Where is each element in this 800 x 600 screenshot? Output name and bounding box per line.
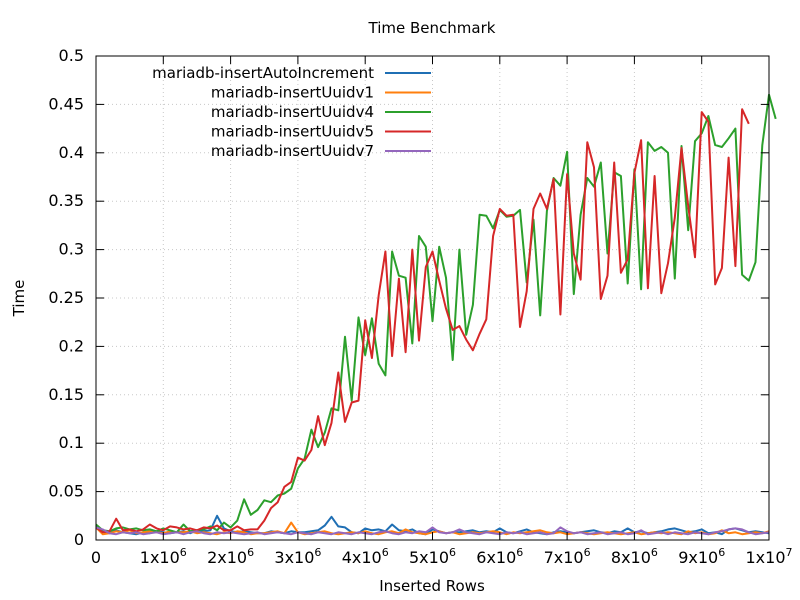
x-tick-mantissa: 6x10 [476,548,516,567]
x-tick-label: 6x106 [476,546,523,567]
grid [96,56,769,540]
x-tick-label: 1x106 [140,546,187,567]
legend-label: mariadb-insertUuidv1 [211,84,374,102]
x-tick-mantissa: 1x10 [140,548,180,567]
y-tick-label: 0.45 [48,94,84,113]
y-axis-label: Time [10,280,28,318]
x-tick-exponent: 6 [516,546,523,559]
series-lines [95,93,777,536]
x-tick-label: 3x106 [274,546,321,567]
x-tick-exponent: 6 [718,546,725,559]
x-tick-mantissa: 7x10 [544,548,584,567]
x-tick-label: 7x106 [544,546,591,567]
x-tick-exponent: 6 [382,546,389,559]
series-line-5 [95,526,770,536]
legend-label: mariadb-insertUuidv5 [211,123,374,141]
x-tick-exponent: 6 [314,546,321,559]
x-tick-exponent: 6 [180,546,187,559]
x-tick-exponent: 7 [786,546,793,559]
x-tick-label: 1x107 [745,546,792,567]
y-tick-label: 0.05 [48,482,84,501]
series-line-4 [95,108,750,534]
y-tick-label: 0.3 [59,240,84,259]
x-tick-mantissa: 5x10 [409,548,449,567]
y-tick-labels: 0 0.05 0.1 0.15 0.2 0.25 0.3 0.35 0.4 0.45 0.5 [48,46,84,549]
y-tick-label: 0.4 [59,143,84,162]
x-tick-label: 2x106 [207,546,254,567]
x-tick-mantissa: 3x10 [274,548,314,567]
x-tick-mantissa: 0 [91,548,101,567]
x-tick-exponent: 6 [449,546,456,559]
y-tick-label: 0.2 [59,336,84,355]
legend-label: mariadb-insertUuidv7 [211,142,374,160]
y-tick-label: 0.25 [48,288,84,307]
x-tick-label: 9x106 [678,546,725,567]
x-tick-mantissa: 8x10 [611,548,651,567]
y-tick-label: 0.35 [48,191,84,210]
chart-title: Time Benchmark [368,19,496,37]
x-tick-mantissa: 9x10 [678,548,718,567]
x-axis-label: Inserted Rows [379,577,485,595]
legend: mariadb-insertAutoIncrement mariadb-inser… [152,64,431,160]
x-tick-exponent: 6 [651,546,658,559]
x-tick-label: 5x106 [409,546,456,567]
y-tick-label: 0.5 [59,46,84,65]
y-tick-label: 0 [74,530,84,549]
legend-label: mariadb-insertUuidv4 [211,103,374,121]
series-line-3 [95,93,777,534]
y-tick-label: 0.15 [48,385,84,404]
x-tick-label: 8x106 [611,546,658,567]
legend-label: mariadb-insertAutoIncrement [152,64,374,82]
x-tick-label: 4x106 [342,546,389,567]
x-tick-label: 0 [91,548,101,567]
x-tick-mantissa: 4x10 [342,548,382,567]
x-tick-mantissa: 1x10 [745,548,785,567]
x-tick-labels: 0 1x106 2x106 3x106 4x106 5x106 6x106 7x106 8x10… [91,546,793,567]
x-tick-mantissa: 2x10 [207,548,247,567]
x-tick-exponent: 6 [584,546,591,559]
y-tick-label: 0.1 [59,433,84,452]
x-tick-exponent: 6 [247,546,254,559]
axis-ticks [95,55,770,541]
